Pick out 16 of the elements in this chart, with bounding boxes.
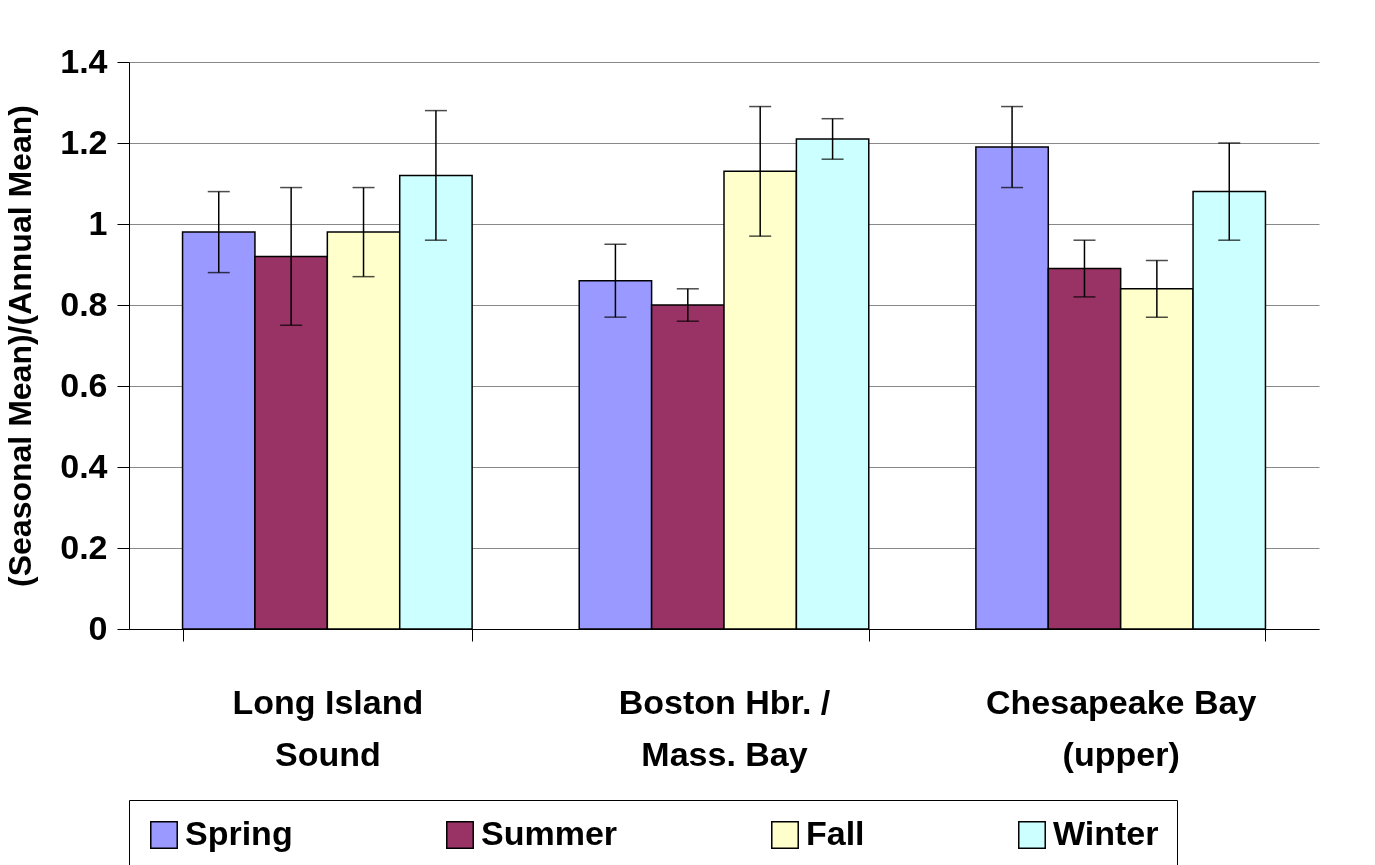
y-tick-label: 1.4	[60, 41, 108, 80]
y-tick-label: 0.2	[60, 527, 108, 566]
y-tick-label: 1	[88, 203, 108, 242]
legend-label: Fall	[806, 814, 865, 852]
legend-label: Summer	[481, 814, 618, 852]
x-tick-label: Chesapeake Bay (upper)	[986, 682, 1257, 773]
legend-label: Spring	[185, 814, 293, 852]
y-tick-label: 0.8	[60, 284, 108, 323]
y-tick-label: 1.2	[60, 122, 108, 161]
x-tick-label: Long Island Sound	[232, 682, 424, 773]
y-tick-label: 0.4	[60, 446, 108, 485]
legend-label: Winter	[1053, 814, 1159, 852]
x-tick-label: Boston Hbr. / Mass. Bay	[618, 682, 831, 773]
y-tick-label: 0	[88, 608, 108, 647]
y-axis-title: (Seasonal Mean)/(Annual Mean)	[2, 105, 39, 587]
y-tick-label: 0.6	[60, 365, 108, 404]
